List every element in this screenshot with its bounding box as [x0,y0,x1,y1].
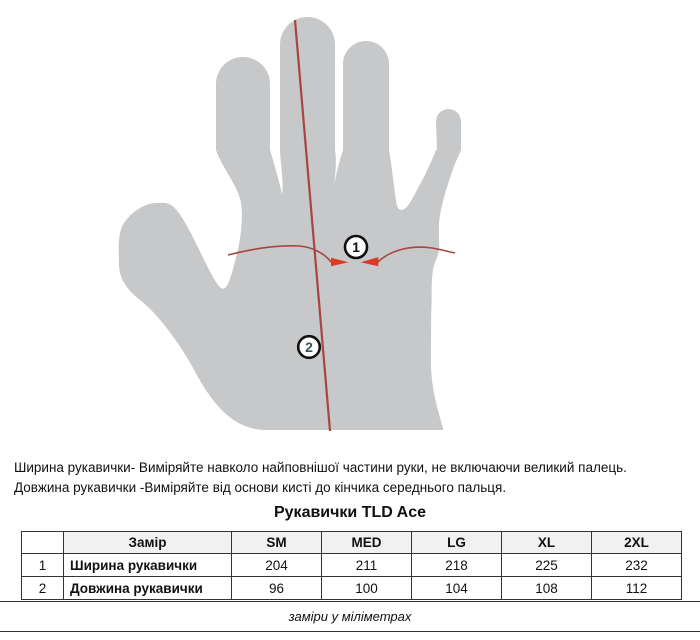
svg-text:2: 2 [305,339,313,355]
svg-text:1: 1 [352,239,360,255]
